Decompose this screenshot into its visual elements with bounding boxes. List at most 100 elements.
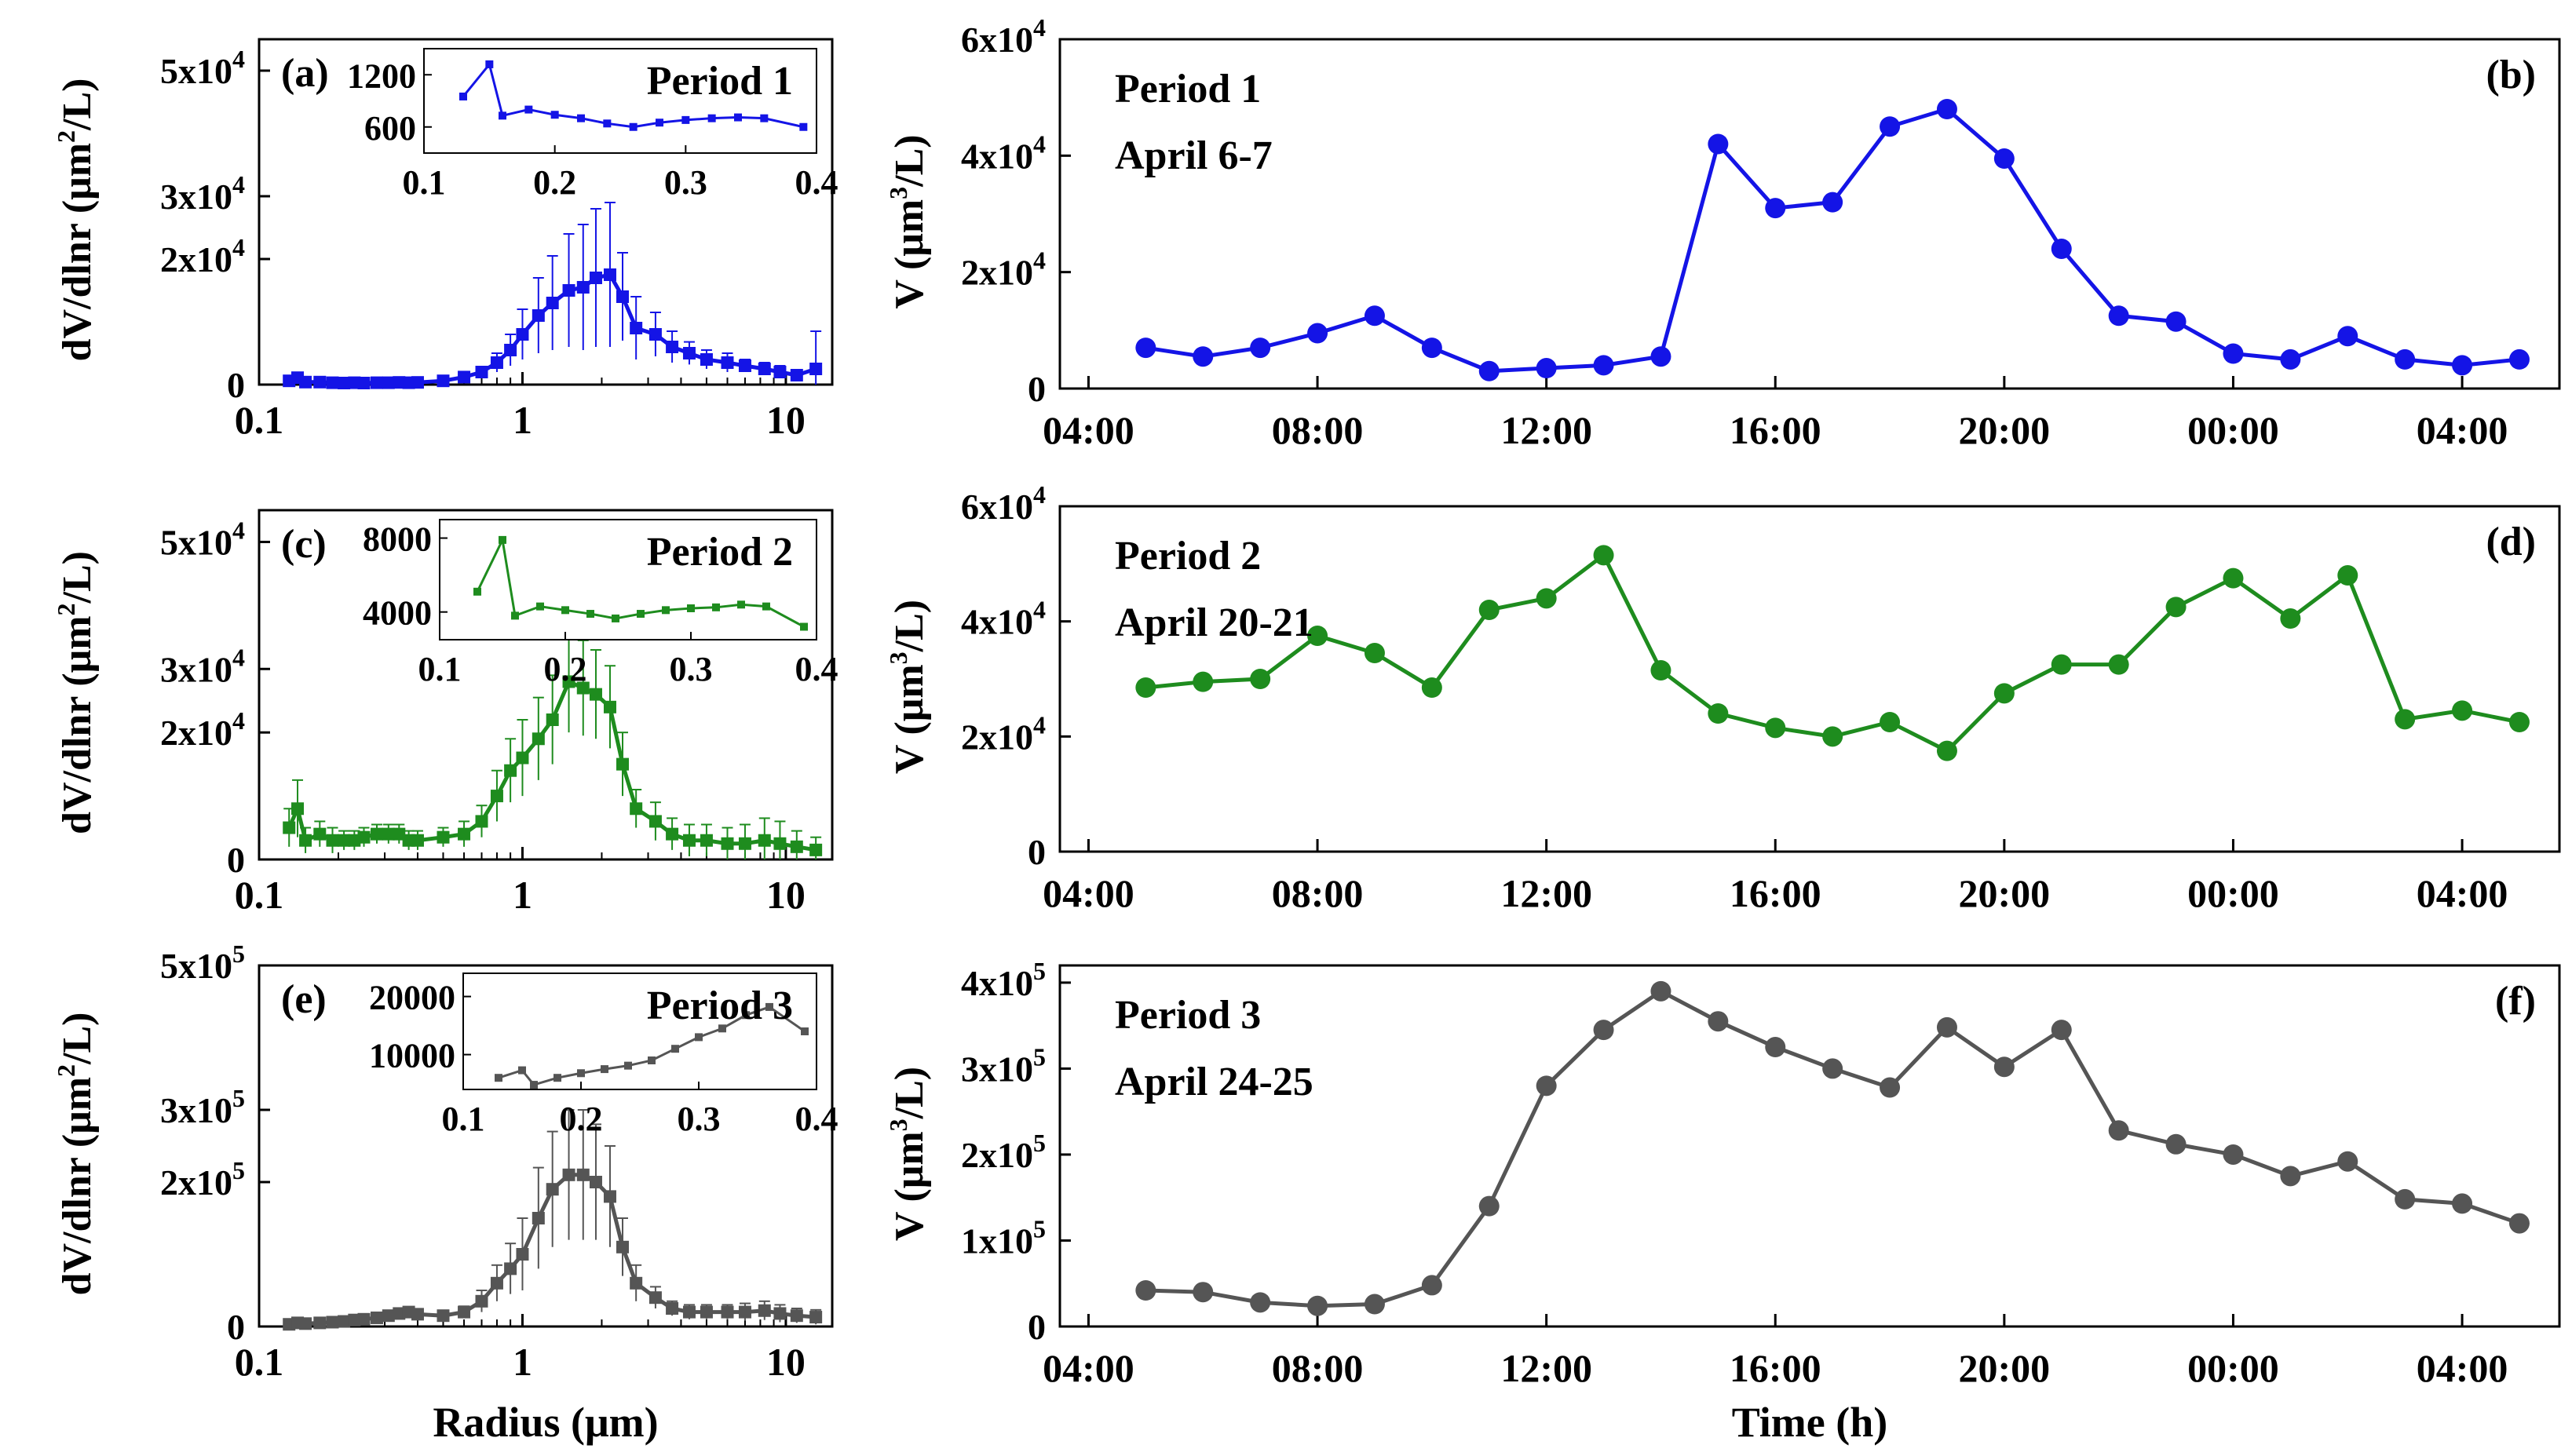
- data-point: [790, 840, 803, 853]
- x-tick-label-b: 04:00: [2417, 408, 2508, 452]
- inset-data-point: [687, 604, 695, 612]
- data-point: [1536, 588, 1557, 609]
- inset-data-point: [518, 1066, 526, 1075]
- x-tick-label-d: 12:00: [1500, 871, 1592, 915]
- inset-data-point: [656, 119, 663, 127]
- data-point: [504, 344, 517, 356]
- data-point: [326, 376, 339, 389]
- data-point: [546, 713, 559, 726]
- data-point: [2395, 348, 2416, 370]
- data-point: [666, 341, 679, 353]
- data-point: [2165, 311, 2187, 332]
- data-point: [348, 376, 361, 389]
- data-point: [532, 732, 545, 746]
- annotation-date-b: April 6-7: [1115, 133, 1273, 178]
- data-point: [1880, 1077, 1901, 1098]
- y-tick-label-e: 0: [227, 1307, 245, 1347]
- data-point: [504, 764, 517, 777]
- data-point: [1307, 626, 1328, 646]
- data-point: [299, 375, 312, 389]
- data-point: [562, 675, 575, 688]
- data-point: [1193, 346, 1214, 367]
- data-point: [1593, 545, 1614, 566]
- data-point: [1765, 198, 1786, 219]
- data-point: [490, 1276, 503, 1290]
- inset-data-point: [671, 1045, 679, 1053]
- x-tick-label-d: 16:00: [1730, 871, 1821, 915]
- series-line-d: [1145, 552, 2520, 754]
- data-point: [313, 827, 327, 841]
- data-point: [721, 356, 734, 369]
- data-point: [2337, 565, 2358, 586]
- data-point: [738, 837, 751, 850]
- data-point: [437, 1309, 450, 1323]
- y-tick-label-c: 2x104: [160, 706, 245, 753]
- data-point: [313, 1316, 327, 1330]
- data-point: [1593, 355, 1614, 376]
- inset-x-tick-label-c: 0.3: [670, 650, 713, 688]
- data-point: [738, 359, 751, 372]
- data-point: [338, 1315, 351, 1328]
- x-tick-label-d: 04:00: [2417, 871, 2508, 915]
- data-point: [700, 1305, 713, 1319]
- y-tick-label-f: 2x105: [961, 1129, 1046, 1175]
- x-tick-label-a: 1: [513, 398, 532, 442]
- data-point: [589, 272, 602, 284]
- y-axis-label-e: dV/dlnr (μm2/L): [52, 1013, 100, 1296]
- data-point: [603, 1190, 616, 1203]
- data-point: [630, 322, 643, 334]
- inset-x-tick-label-e: 0.4: [795, 1100, 838, 1138]
- inset-data-point: [495, 1074, 502, 1082]
- data-point: [721, 1305, 734, 1319]
- plot-frame-e: [258, 964, 834, 1328]
- data-point: [516, 751, 529, 764]
- data-point: [809, 363, 823, 375]
- data-point: [616, 1240, 630, 1253]
- inset-data-point: [536, 602, 544, 611]
- data-point: [1536, 358, 1557, 379]
- data-point: [2051, 239, 2072, 259]
- inset-data-point: [762, 602, 770, 611]
- y-tick-label-d: 2x104: [961, 710, 1046, 757]
- data-point: [589, 1176, 602, 1188]
- data-point: [738, 1305, 751, 1319]
- data-point: [1936, 1016, 1957, 1038]
- inset-data-point: [718, 1024, 726, 1033]
- data-point: [357, 377, 371, 389]
- inset-x-tick-label-a: 0.4: [795, 163, 838, 202]
- panel-label-c: (c): [281, 522, 327, 567]
- data-point: [283, 821, 296, 834]
- data-point: [1993, 148, 2015, 170]
- data-point: [809, 1311, 823, 1324]
- data-point: [2165, 597, 2187, 618]
- data-point: [546, 297, 559, 309]
- data-point: [1708, 133, 1729, 155]
- x-tick-label-f: 08:00: [1272, 1346, 1364, 1390]
- x-tick-label-c: 10: [766, 873, 806, 917]
- x-tick-label-d: 08:00: [1272, 871, 1364, 915]
- y-tick-label-a: 0: [227, 365, 245, 405]
- data-point: [475, 815, 488, 828]
- inset-data-point: [577, 114, 585, 122]
- data-point: [1765, 717, 1786, 739]
- x-tick-label-b: 00:00: [2187, 408, 2279, 452]
- data-point: [758, 363, 771, 375]
- x-tick-label-f: 00:00: [2187, 1346, 2279, 1390]
- data-point: [1250, 338, 1271, 359]
- y-tick-label-c: 5x104: [160, 516, 245, 562]
- x-tick-label-c: 1: [513, 873, 532, 917]
- data-point: [382, 827, 395, 841]
- x-tick-label-b: 16:00: [1730, 408, 1821, 452]
- x-tick-label-d: 00:00: [2187, 871, 2279, 915]
- inset-data-point: [499, 535, 506, 544]
- data-point: [1593, 1020, 1614, 1041]
- inset-x-tick-label-a: 0.3: [664, 163, 707, 202]
- data-point: [562, 284, 575, 297]
- data-point: [2508, 1213, 2530, 1234]
- inset-data-point: [799, 122, 808, 131]
- y-tick-label-e: 5x105: [160, 940, 245, 986]
- inset-x-tick-label-a: 0.1: [403, 163, 446, 202]
- data-point: [758, 834, 771, 847]
- inset-data-point: [553, 1074, 561, 1082]
- data-point: [682, 1305, 696, 1319]
